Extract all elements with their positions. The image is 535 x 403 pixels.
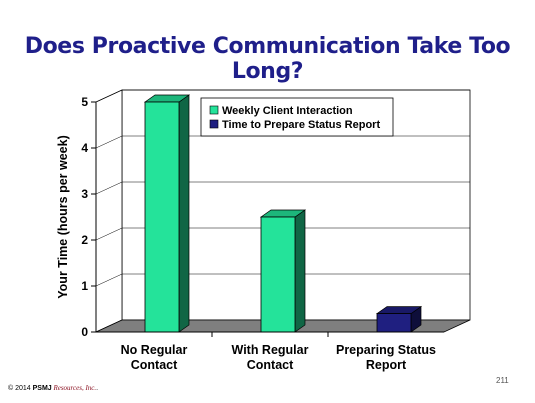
plot-side-wall — [95, 89, 123, 333]
gridline-side — [95, 181, 123, 195]
copyright-brand: PSMJ — [32, 385, 52, 392]
y-tick-label: 3 — [81, 187, 88, 201]
copyright-year: © 2014 — [8, 385, 31, 392]
gridline-side — [95, 89, 123, 103]
bar — [144, 101, 180, 333]
gridline-side — [95, 273, 123, 287]
legend-label: Weekly Client Interaction — [222, 105, 353, 117]
copyright-notice: © 2014 PSMJ Resources, Inc.. — [8, 384, 98, 392]
y-axis-label: Your Time (hours per week) — [56, 135, 70, 298]
legend-box — [200, 97, 394, 137]
legend-swatch — [209, 119, 219, 129]
copyright-brand-tail: Resources, Inc. — [51, 384, 97, 392]
gridline-side — [95, 227, 123, 241]
y-tick-label: 0 — [81, 325, 88, 339]
bar-side — [294, 209, 306, 333]
bar — [376, 313, 412, 333]
x-tick-label: Preparing Status Report — [336, 343, 436, 372]
y-tick-label: 5 — [81, 95, 88, 109]
copyright-suffix: . — [96, 385, 99, 392]
gridline-side — [95, 135, 123, 149]
page-number: 211 — [496, 376, 509, 385]
y-tick-label: 1 — [81, 279, 88, 293]
y-tick-label: 2 — [81, 233, 88, 247]
y-tick-label: 4 — [81, 141, 88, 155]
legend-swatch — [209, 105, 219, 115]
x-tick-label: With Regular Contact — [232, 343, 309, 372]
bar-side — [178, 94, 190, 333]
slide-title: Does Proactive Communication Take Too Lo… — [24, 34, 511, 84]
x-tick-label: No Regular Contact — [121, 343, 188, 372]
bar — [260, 216, 296, 333]
legend-label: Time to Prepare Status Report — [222, 119, 380, 131]
